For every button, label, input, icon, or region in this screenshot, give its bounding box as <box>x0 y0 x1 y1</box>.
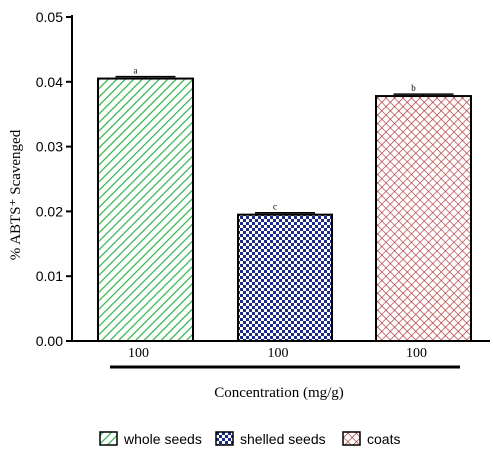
x-tick-label: 100 <box>406 346 427 361</box>
legend-label: shelled seeds <box>240 431 326 447</box>
significance-label: c <box>273 202 277 212</box>
x-tick-label: 100 <box>128 346 149 361</box>
y-tick-label: 0.02 <box>36 203 63 219</box>
legend-label: whole seeds <box>123 431 202 447</box>
y-tick-label: 0.00 <box>36 333 63 349</box>
legend: whole seeds shelled seeds coats <box>99 431 400 447</box>
y-tick-label: 0.01 <box>36 268 63 284</box>
legend-swatch <box>99 431 118 446</box>
x-axis-title: Concentration (mg/g) <box>214 385 344 401</box>
x-tick-label: 100 <box>268 346 289 361</box>
y-tick-label: 0.03 <box>36 139 63 155</box>
legend-swatch <box>342 431 361 446</box>
significance-label: b <box>411 83 416 93</box>
significance-label: a <box>134 66 138 76</box>
y-tick-label: 0.05 <box>36 9 63 25</box>
plot-area: 0.00 0.01 0.02 0.03 0.04 0.05 a 100 c 100 b 100 <box>36 9 490 369</box>
legend-label: coats <box>367 431 400 447</box>
bar <box>97 77 194 342</box>
legend-swatch <box>215 431 234 446</box>
bar <box>375 95 472 342</box>
bar <box>237 213 333 342</box>
y-tick-label: 0.04 <box>36 74 63 90</box>
y-axis-title: % ABTS⁺ Scavenged <box>8 129 24 260</box>
